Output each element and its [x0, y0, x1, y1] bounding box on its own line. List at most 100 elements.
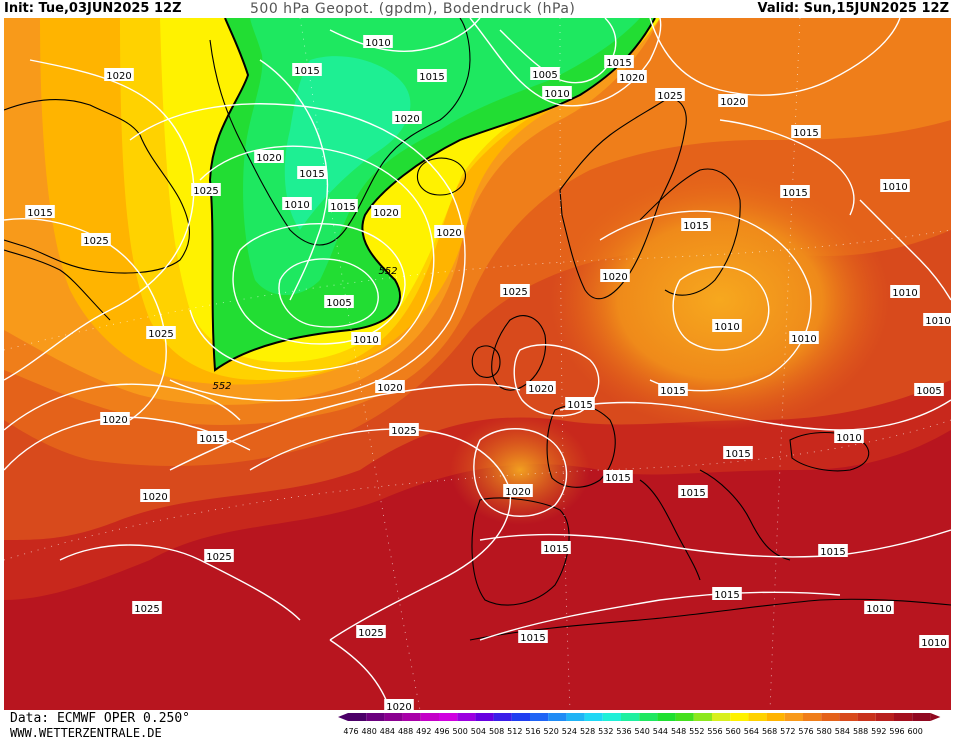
scale-swatch: [821, 713, 840, 721]
scale-tick-label: 568: [762, 727, 777, 736]
isobar-label: 1010: [890, 285, 920, 299]
isobar-label-text: 1020: [505, 487, 530, 498]
map-title: 500 hPa Geopot. (gpdm), Bodendruck (hPa): [250, 1, 576, 17]
color-scale-legend: 476 480 484 488 492 496 500 504 508 512 516 520 524 5…: [338, 713, 941, 736]
isobar-label-text: 1005: [326, 298, 351, 309]
coast-labrador: [4, 249, 111, 321]
isobar-1015-ring: [189, 145, 435, 372]
isobar-label: 1015: [541, 541, 571, 555]
isobar-label: 1015: [712, 587, 742, 601]
grid-line: [4, 419, 951, 561]
isobars: [4, 18, 951, 710]
scale-swatch: [712, 713, 731, 721]
isobar-label: 552: [212, 381, 231, 392]
isobar-1005-low: [278, 258, 379, 328]
isobar-label-text: 1015: [782, 188, 807, 199]
isobar-label-text: 552: [212, 381, 231, 392]
isobar-label-box: [146, 326, 176, 339]
scale-swatch: [530, 713, 549, 721]
isobar-1010-greenl: [259, 59, 329, 301]
isobar-1010-scand: [672, 266, 770, 351]
header-bar: Init: Tue,03JUN2025 12Z 500 hPa Geopot. …: [0, 0, 959, 18]
isobar-label-box: [375, 380, 405, 393]
isobar-1015-europe: [559, 399, 951, 431]
isobar-label-box: [723, 446, 753, 459]
isobar-1020-east: [649, 18, 901, 96]
isobar-label-box: [655, 88, 685, 101]
isobar-label-box: [678, 485, 708, 498]
isobar-label: 1015: [681, 218, 711, 232]
scale-tick-label: 572: [780, 727, 795, 736]
scale-swatch: [675, 713, 694, 721]
coast-britain: [491, 315, 547, 391]
isobar-label-box: [434, 225, 464, 238]
isobar-label: 1025: [655, 88, 685, 102]
isobar-1005-north: [499, 18, 617, 84]
isobar-label-text: 1015: [520, 633, 545, 644]
isobar-label-text: 1020: [436, 228, 461, 239]
isobar-label-box: [254, 150, 284, 163]
scale-swatch: [584, 713, 603, 721]
isobar-label-text: 1010: [353, 335, 378, 346]
isobar-label-box: [923, 313, 951, 326]
isobar-1020-mid: [169, 383, 521, 471]
isobar-label-box: [140, 489, 170, 502]
isobar-label: 1025: [500, 284, 530, 298]
isobar-label-text: 1015: [543, 544, 568, 555]
isobar-label-text: 1015: [725, 449, 750, 460]
scale-tick-label: 536: [616, 727, 631, 736]
isobar-1015-med: [479, 529, 951, 558]
scale-swatch: [457, 713, 476, 721]
isobar-label-box: [542, 86, 572, 99]
isobar-label: 1015: [25, 205, 55, 219]
isobar-label-text: 1020: [106, 71, 131, 82]
scale-tick-label: 524: [562, 727, 577, 736]
isobar-label: 1015: [780, 185, 810, 199]
isobar-label-text: 1015: [294, 66, 319, 77]
isobar-1020-west: [4, 59, 195, 381]
isobar-label-text: 1020: [394, 114, 419, 125]
isobar-label: 1010: [712, 319, 742, 333]
scale-tick-label: 540: [635, 727, 650, 736]
scale-tick-label: 512: [507, 727, 522, 736]
isobar-label-text: 1025: [193, 186, 218, 197]
isobar-1010-low: [232, 223, 406, 345]
isobar-label: 1020: [617, 70, 647, 84]
isobar-label: 1010: [919, 635, 949, 649]
scale-tick-label: 552: [689, 727, 704, 736]
scale-tick-label: 592: [871, 727, 886, 736]
isobar-label-box: [503, 484, 533, 497]
scale-tick-label: 520: [544, 727, 559, 736]
scale-swatch: [803, 713, 822, 721]
isobar-label: 1010: [834, 430, 864, 444]
isobar-1015-scand: [599, 210, 812, 392]
isobar-label: 1020: [375, 380, 405, 394]
isobar-label-text: 1015: [660, 386, 685, 397]
isobar-label-box: [681, 218, 711, 231]
isobar-label-box: [658, 383, 688, 396]
isobar-label-box: [25, 205, 55, 218]
valid-time-label: Valid: Sun,15JUN2025 12Z: [757, 1, 949, 16]
isobar-label-box: [919, 635, 949, 648]
isobar-label: 1010: [282, 197, 312, 211]
scale-tick-label: 488: [398, 727, 413, 736]
isobar-1020-uk: [513, 344, 600, 417]
isobar-label-text: 1015: [683, 221, 708, 232]
isobar-label-box: [292, 63, 322, 76]
isobar-1015-north: [469, 18, 662, 107]
graticule: [4, 18, 951, 710]
isobar-label-text: 1020: [720, 97, 745, 108]
grid-line: [299, 18, 421, 710]
scale-swatch: [402, 713, 421, 721]
scale-left-arrow: [338, 713, 348, 721]
scale-tick-label: 528: [580, 727, 595, 736]
scale-tick-label: 484: [380, 727, 395, 736]
scale-tick-label: 480: [362, 727, 377, 736]
isobar-label-box: [324, 295, 354, 308]
isobar-label-box: [530, 67, 560, 80]
scale-tick-label: 492: [416, 727, 431, 736]
isobar-label-text: 1005: [532, 70, 557, 81]
isobar-label-box: [371, 205, 401, 218]
scale-tick-label: 580: [817, 727, 832, 736]
isobar-label-text: 1005: [916, 386, 941, 397]
